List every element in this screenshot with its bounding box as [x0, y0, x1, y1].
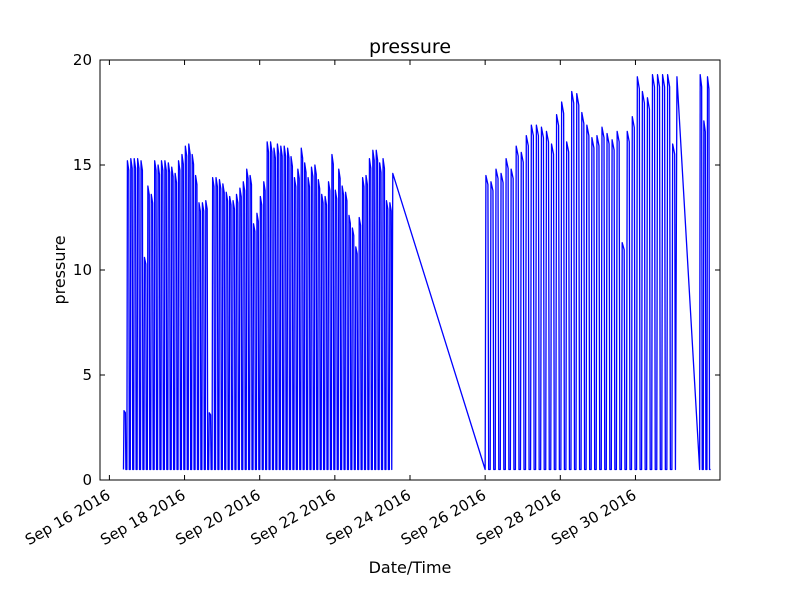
y-tick-label: 5	[82, 366, 92, 384]
y-tick-label: 15	[73, 156, 92, 174]
x-axis-label: Date/Time	[369, 558, 452, 577]
plot-frame	[99, 59, 721, 481]
series-line-0	[122, 74, 711, 471]
y-axis-label: pressure	[50, 235, 69, 304]
y-tick-label: 0	[82, 471, 92, 489]
y-tick-label: 20	[73, 51, 92, 69]
plot-lines	[122, 74, 711, 471]
chart-title: pressure	[369, 36, 451, 58]
y-tick-label: 10	[73, 261, 92, 279]
